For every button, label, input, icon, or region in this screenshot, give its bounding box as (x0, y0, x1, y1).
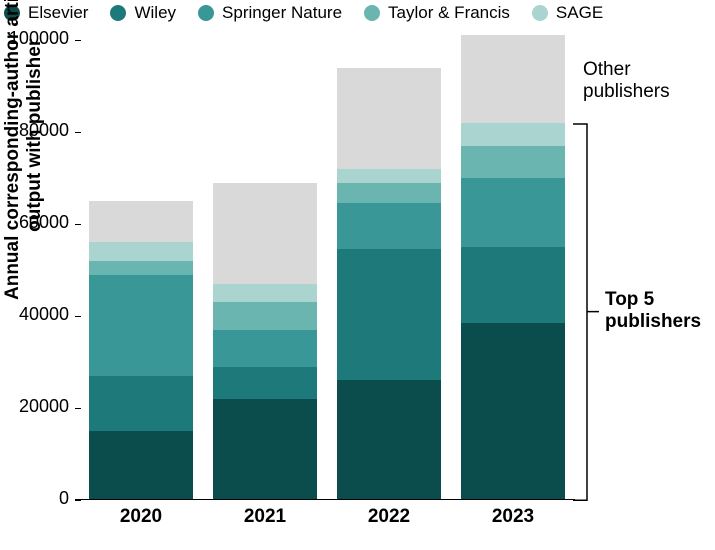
x-tick-label: 2021 (213, 506, 317, 528)
swatch-wiley (110, 5, 126, 21)
segment-springer (89, 275, 193, 376)
plot-area: 020000400006000080000100000 202020212022… (75, 40, 575, 500)
x-tick-label: 2023 (461, 506, 565, 528)
x-axis-line (75, 499, 575, 500)
segment-wiley (337, 249, 441, 380)
segment-sage (337, 169, 441, 183)
legend-label: Springer Nature (222, 3, 342, 23)
legend-item-springer: Springer Nature (198, 3, 342, 23)
annotation-other-publishers: Otherpublishers (583, 59, 670, 103)
annotation-top5-publishers: Top 5publishers (605, 289, 701, 333)
segment-elsevier (213, 399, 317, 500)
segment-other (337, 68, 441, 169)
segment-springer (213, 330, 317, 367)
legend: Elsevier Wiley Springer Nature Taylor & … (4, 0, 711, 26)
x-tick-label: 2020 (89, 506, 193, 528)
swatch-taylor (364, 5, 380, 21)
y-tick-mark (75, 500, 81, 501)
segment-elsevier (337, 380, 441, 500)
segment-other (89, 201, 193, 242)
y-tick-label: 100000 (9, 28, 69, 49)
segment-elsevier (89, 431, 193, 500)
segment-other (213, 183, 317, 284)
legend-label: Taylor & Francis (388, 3, 510, 23)
legend-item-taylor: Taylor & Francis (364, 3, 510, 23)
bracket-top5 (571, 123, 601, 502)
segment-taylor (461, 146, 565, 178)
segment-wiley (89, 376, 193, 431)
segment-taylor (213, 302, 317, 330)
segment-taylor (89, 261, 193, 275)
segment-other (461, 35, 565, 122)
segment-wiley (461, 247, 565, 323)
bars-container (75, 40, 575, 500)
legend-label: Wiley (134, 3, 176, 23)
segment-springer (337, 203, 441, 249)
legend-item-wiley: Wiley (110, 3, 176, 23)
y-tick-label: 80000 (19, 120, 69, 141)
y-tick-label: 0 (59, 488, 69, 509)
y-tick-label: 40000 (19, 304, 69, 325)
segment-sage (89, 242, 193, 260)
swatch-sage (532, 5, 548, 21)
segment-springer (461, 178, 565, 247)
legend-item-sage: SAGE (532, 3, 603, 23)
y-tick-label: 20000 (19, 396, 69, 417)
segment-wiley (213, 367, 317, 399)
segment-taylor (337, 183, 441, 204)
swatch-springer (198, 5, 214, 21)
segment-sage (461, 123, 565, 146)
segment-elsevier (461, 323, 565, 500)
segment-sage (213, 284, 317, 302)
legend-label: SAGE (556, 3, 603, 23)
y-tick-label: 60000 (19, 212, 69, 233)
x-tick-label: 2022 (337, 506, 441, 528)
